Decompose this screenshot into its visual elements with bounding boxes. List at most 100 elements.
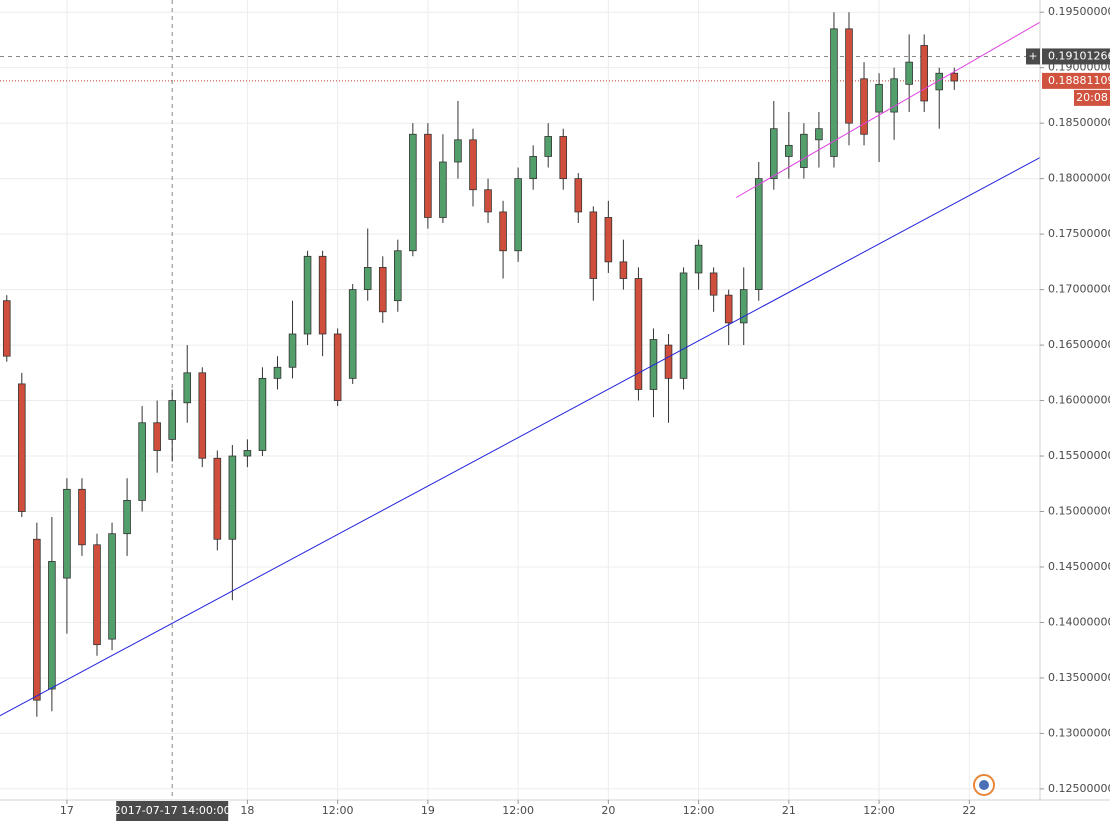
x-tick-label: 22 bbox=[962, 804, 976, 817]
candle-body bbox=[168, 400, 176, 440]
candle-body bbox=[589, 211, 598, 279]
candle-body bbox=[409, 133, 417, 252]
crosshair-time-box bbox=[116, 801, 229, 821]
y-tick-label: 0.17500000 bbox=[1048, 227, 1110, 240]
candle-body bbox=[333, 333, 342, 401]
candle-body bbox=[679, 272, 688, 379]
candle-body bbox=[439, 161, 447, 218]
candle-body bbox=[153, 422, 161, 451]
candle-body bbox=[2, 300, 11, 357]
y-tick-label: 0.13500000 bbox=[1048, 671, 1110, 684]
candle-body bbox=[183, 372, 192, 404]
x-tick-label: 20 bbox=[601, 804, 615, 817]
candle-body bbox=[198, 372, 207, 459]
crosshair-price-label: 0.19101266 bbox=[1048, 49, 1110, 62]
candle-body bbox=[920, 45, 928, 102]
candle-body bbox=[935, 72, 944, 91]
x-tick-label: 21 bbox=[782, 804, 796, 817]
x-tick-label: 19 bbox=[421, 804, 435, 817]
candle-body bbox=[228, 455, 237, 540]
candle-body bbox=[123, 500, 131, 535]
trend-line bbox=[0, 157, 1040, 717]
candle-body bbox=[469, 139, 477, 191]
candle-body bbox=[484, 189, 492, 213]
candle-body bbox=[303, 255, 312, 335]
candle-body bbox=[845, 28, 853, 124]
candle-body bbox=[33, 538, 41, 701]
candle-body bbox=[93, 544, 101, 646]
candle-body bbox=[860, 78, 868, 135]
countdown-box bbox=[1074, 89, 1110, 106]
candle-body bbox=[709, 272, 718, 296]
candle-body bbox=[815, 128, 823, 141]
candle-body bbox=[754, 178, 763, 290]
y-tick-label: 0.14500000 bbox=[1048, 560, 1110, 573]
countdown-label: 20:08 bbox=[1076, 91, 1108, 104]
y-tick-label: 0.18500000 bbox=[1048, 116, 1110, 129]
candle-body bbox=[694, 244, 703, 274]
candle-body bbox=[739, 289, 748, 324]
x-tick-label: 12:00 bbox=[683, 804, 715, 817]
candle-body bbox=[950, 72, 959, 82]
candle-body bbox=[785, 144, 793, 157]
candle-body bbox=[48, 561, 56, 690]
crosshair-time-label: 2017-07-17 14:00:00 bbox=[114, 804, 231, 817]
crosshair-plus: + bbox=[1028, 49, 1037, 62]
y-tick-label: 0.14000000 bbox=[1048, 615, 1110, 628]
plot-area bbox=[0, 0, 1040, 800]
candle-body bbox=[574, 178, 583, 213]
last-price-label: 0.18881109 bbox=[1048, 74, 1110, 87]
y-tick-label: 0.17000000 bbox=[1048, 283, 1110, 296]
y-tick-label: 0.16000000 bbox=[1048, 394, 1110, 407]
candle-body bbox=[318, 255, 327, 335]
candle-body bbox=[63, 488, 71, 579]
candle-body bbox=[499, 211, 507, 252]
candle-body bbox=[363, 267, 372, 290]
y-tick-label: 0.16500000 bbox=[1048, 338, 1110, 351]
candle-body bbox=[905, 61, 913, 85]
candle-body bbox=[770, 128, 778, 180]
candle-body bbox=[394, 250, 402, 302]
candle-body bbox=[529, 156, 537, 180]
candle-body bbox=[258, 377, 267, 451]
candle-body bbox=[348, 289, 357, 379]
candle-body bbox=[724, 294, 733, 324]
candle-body bbox=[288, 333, 297, 368]
y-tick-label: 0.19500000 bbox=[1048, 5, 1110, 18]
candle-body bbox=[559, 136, 568, 180]
y-tick-label: 0.12500000 bbox=[1048, 782, 1110, 795]
crosshair-plus-box bbox=[1026, 48, 1040, 65]
candle-body bbox=[634, 278, 643, 390]
candle-body bbox=[78, 488, 86, 546]
crosshair-price-box bbox=[1042, 48, 1110, 65]
candle-body bbox=[875, 83, 883, 113]
x-tick-label: 17 bbox=[60, 804, 74, 817]
x-tick-label: 12:00 bbox=[322, 804, 354, 817]
candle-body bbox=[18, 383, 26, 512]
candle-body bbox=[243, 450, 252, 457]
y-tick-label: 0.15500000 bbox=[1048, 449, 1110, 462]
candle-body bbox=[273, 366, 282, 379]
candle-body bbox=[424, 133, 432, 218]
last-price-box bbox=[1042, 72, 1110, 89]
x-tick-label: 12:00 bbox=[863, 804, 895, 817]
trend-line bbox=[735, 21, 1040, 198]
candle-body bbox=[514, 178, 522, 252]
x-tick-label: 12:00 bbox=[502, 804, 534, 817]
candle-body bbox=[800, 133, 808, 168]
candle-body bbox=[454, 139, 462, 163]
candle-body bbox=[544, 136, 552, 157]
x-tick-label: 18 bbox=[240, 804, 254, 817]
candle-body bbox=[890, 78, 898, 113]
candle-body bbox=[830, 28, 838, 157]
candle-body bbox=[664, 344, 673, 379]
y-tick-label: 0.18000000 bbox=[1048, 172, 1110, 185]
candle-body bbox=[619, 261, 628, 279]
y-tick-label: 0.13000000 bbox=[1048, 726, 1110, 739]
candle-body bbox=[378, 267, 387, 313]
y-tick-label: 0.15000000 bbox=[1048, 505, 1110, 518]
candle-body bbox=[213, 457, 222, 540]
logo bbox=[973, 774, 995, 796]
